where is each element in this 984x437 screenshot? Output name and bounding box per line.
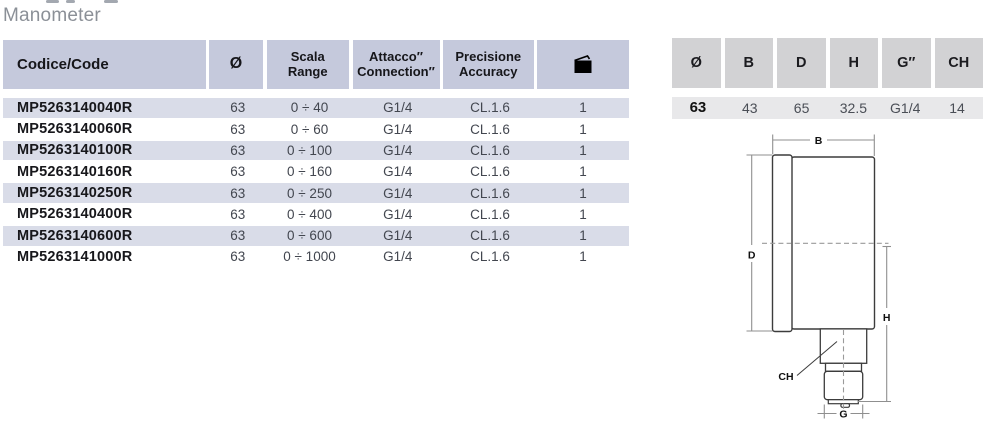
- spec-header-diameter: Ø: [672, 38, 721, 88]
- dimension-label-d: D: [748, 250, 756, 262]
- header-diameter: Ø: [209, 40, 263, 89]
- header-packaging: [537, 40, 629, 89]
- page-title: Manometer: [3, 5, 101, 26]
- product-code: MP5263140600R: [17, 227, 133, 244]
- product-code: MP5263140160R: [17, 163, 133, 180]
- table-row: MP5263140160R 63 0 ÷ 160 G1/4 CL.1.6 1: [3, 162, 629, 182]
- table-row: MP5263140040R 63 0 ÷ 40 G1/4 CL.1.6 1: [3, 98, 629, 118]
- product-code: MP5263140060R: [17, 121, 133, 138]
- table-row: MP5263140100R 63 0 ÷ 100 G1/4 CL.1.6 1: [3, 140, 629, 161]
- dimension-label-b: B: [815, 135, 823, 147]
- header-accuracy: Precisione Accuracy: [443, 40, 534, 89]
- header-codice: Codice/Code: [3, 40, 206, 89]
- table-row: MP5263140250R 63 0 ÷ 250 G1/4 CL.1.6 1: [3, 183, 629, 203]
- spec-table-row: 63 43 65 32.5 G1/4 14: [672, 97, 983, 119]
- table-row: MP5263140400R 63 0 ÷ 400 G1/4 CL.1.6 1: [3, 204, 629, 224]
- product-code: MP5263140400R: [17, 206, 133, 223]
- product-code: MP5263141000R: [17, 248, 133, 265]
- product-code: MP5263140100R: [17, 142, 133, 159]
- dimension-d: [746, 154, 773, 332]
- table-row: MP5263140060R 63 0 ÷ 60 G1/4 CL.1.6 1: [3, 119, 629, 139]
- spec-header-d: D: [777, 38, 826, 88]
- spec-table: Ø B D H G″ CH 63 43 65 32.5 G1/4 14: [672, 38, 983, 119]
- spec-header-ch: CH: [934, 38, 983, 88]
- dimension-b: [772, 134, 875, 156]
- header-range: Scala Range: [266, 40, 349, 89]
- spec-header-h: H: [829, 38, 878, 88]
- gauge-tip-nub: [840, 403, 851, 408]
- dimension-label-g: G: [839, 409, 847, 421]
- spec-header-b: B: [724, 38, 773, 88]
- product-table-header: Codice/Code Ø Scala Range Attacco″ Conne…: [3, 40, 629, 89]
- gauge-dimension-diagram: B D H CH G: [746, 134, 891, 421]
- product-code: MP5263140250R: [17, 185, 133, 202]
- product-code: MP5263140040R: [17, 99, 133, 116]
- ch-leader-line: [796, 341, 838, 376]
- spec-table-header: Ø B D H G″ CH: [672, 38, 983, 88]
- package-icon: [574, 55, 592, 73]
- spec-header-g: G″: [882, 38, 931, 88]
- dimension-label-ch: CH: [778, 371, 793, 383]
- header-connection: Attacco″ Connection″: [352, 40, 440, 89]
- product-table: Codice/Code Ø Scala Range Attacco″ Conne…: [3, 40, 629, 268]
- product-table-body: MP5263140040R 63 0 ÷ 40 G1/4 CL.1.6 1 MP…: [3, 98, 629, 267]
- dimension-label-h: H: [883, 312, 891, 324]
- table-row: MP5263141000R 63 0 ÷ 1000 G1/4 CL.1.6 1: [3, 247, 629, 267]
- dimension-h: [857, 245, 891, 403]
- table-row: MP5263140600R 63 0 ÷ 600 G1/4 CL.1.6 1: [3, 225, 629, 246]
- dimension-g: [817, 404, 870, 419]
